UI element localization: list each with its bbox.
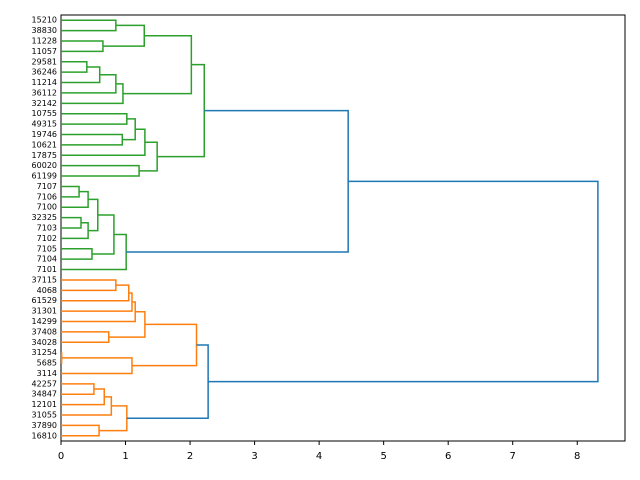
- leaf-label: 32142: [32, 99, 57, 108]
- link: [61, 357, 133, 375]
- leaf-label: 11057: [32, 47, 57, 56]
- link: [108, 311, 146, 338]
- leaf-label: 12101: [32, 400, 57, 409]
- x-tick-label: 2: [187, 451, 193, 462]
- link: [88, 198, 99, 232]
- leaf-label: 38830: [32, 26, 57, 35]
- link: [61, 222, 89, 240]
- leaf-label: 7104: [37, 255, 57, 264]
- leaf-label: 61529: [32, 296, 57, 305]
- link: [61, 61, 88, 73]
- plot-frame: [60, 14, 626, 442]
- link: [122, 35, 193, 95]
- link: [91, 214, 115, 255]
- x-tick-label: 3: [251, 451, 257, 462]
- leaf-label: 31301: [32, 307, 57, 316]
- leaf-label: 15210: [32, 16, 57, 25]
- leaf-label: 7106: [37, 192, 57, 201]
- x-tick-label: 5: [380, 451, 386, 462]
- leaf-label: 11228: [32, 36, 57, 45]
- link: [99, 405, 128, 432]
- link: [61, 233, 127, 271]
- leaf-label: 4068: [37, 286, 57, 295]
- leaf-label: 42257: [32, 379, 57, 388]
- link: [126, 109, 349, 253]
- link: [102, 24, 145, 47]
- link: [61, 73, 117, 94]
- x-tick-label: 1: [122, 451, 128, 462]
- link: [157, 63, 206, 158]
- leaf-label: 37890: [32, 421, 57, 430]
- link: [61, 185, 80, 198]
- leaf-label: 49315: [32, 120, 57, 129]
- link: [61, 279, 117, 292]
- x-tick-label: 7: [510, 451, 516, 462]
- link: [61, 66, 101, 84]
- leaf-label: 7103: [37, 224, 57, 233]
- x-tick-label: 6: [445, 451, 451, 462]
- link: [61, 19, 117, 32]
- leaf-label: 61199: [32, 172, 57, 181]
- leaf-label: 32325: [32, 213, 57, 222]
- link: [61, 388, 105, 406]
- link: [61, 383, 95, 395]
- leaf-label: 11214: [32, 78, 57, 87]
- leaf-label: 7102: [37, 234, 57, 243]
- x-tick-label: 4: [316, 451, 322, 462]
- link: [139, 141, 158, 172]
- link: [61, 112, 128, 125]
- link: [60, 351, 63, 364]
- link: [61, 396, 113, 416]
- leaf-label: 17875: [32, 151, 57, 160]
- leaf-label: 5685: [37, 359, 57, 368]
- link: [61, 248, 93, 260]
- leaf-label: 36112: [32, 88, 57, 97]
- leaf-label: 37115: [32, 275, 57, 284]
- link: [61, 424, 100, 437]
- leaf-label: 10755: [32, 109, 57, 118]
- leaf-label: 37408: [32, 327, 57, 336]
- link: [61, 216, 82, 229]
- link: [61, 133, 124, 146]
- leaf-label: 34028: [32, 338, 57, 347]
- leaf-label: 7100: [37, 203, 57, 212]
- x-tick-label: 0: [58, 451, 64, 462]
- leaf-label: 60020: [32, 161, 57, 170]
- leaf-label: 3114: [37, 369, 57, 378]
- leaf-label: 7105: [37, 244, 57, 253]
- leaf-label: 19746: [32, 130, 57, 139]
- leaf-label: 10621: [32, 140, 57, 149]
- leaf-label: 16810: [32, 431, 57, 440]
- link: [61, 284, 130, 302]
- link: [61, 40, 104, 53]
- leaf-label: 36246: [32, 68, 57, 77]
- leaf-label: 29581: [32, 57, 57, 66]
- x-tick-label: 8: [574, 451, 580, 462]
- leaf-label: 14299: [32, 317, 57, 326]
- link: [61, 292, 133, 312]
- leaf-label: 7107: [37, 182, 57, 191]
- link: [61, 164, 140, 177]
- leaf-label: 31055: [32, 411, 57, 420]
- link: [122, 118, 136, 141]
- link: [61, 190, 89, 208]
- leaf-label: 7101: [37, 265, 57, 274]
- link: [126, 344, 209, 420]
- link: [131, 323, 198, 367]
- link: [61, 331, 110, 344]
- leaf-label: 34847: [32, 390, 57, 399]
- leaf-label: 31254: [32, 348, 57, 357]
- link: [61, 128, 146, 157]
- link: [208, 180, 599, 383]
